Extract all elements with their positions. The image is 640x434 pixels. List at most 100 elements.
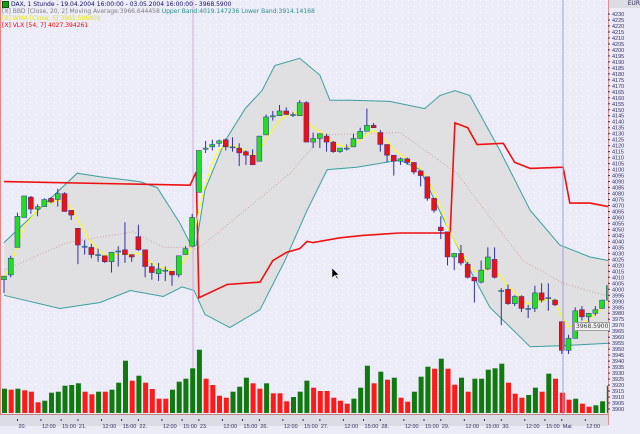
y-tick-label: 3900 <box>612 407 624 413</box>
candle-body <box>579 309 585 318</box>
volume-bar <box>472 378 478 413</box>
candle-body <box>7 257 14 276</box>
y-tick-label: 4040 <box>612 239 624 245</box>
candle-body <box>343 147 350 150</box>
y-tick-label: 3915 <box>612 389 624 395</box>
candle-body <box>236 147 242 154</box>
volume-bar <box>55 391 61 413</box>
y-tick-label: 4200 <box>612 48 624 54</box>
candlesticks <box>1 100 612 354</box>
volume-bar <box>237 386 243 413</box>
candle-body <box>498 290 505 292</box>
candle-body <box>532 292 538 309</box>
candle-body <box>303 102 310 143</box>
candle-body <box>21 195 27 218</box>
y-tick-label: 4065 <box>612 210 624 216</box>
volume-bar <box>264 383 270 413</box>
volume-bar <box>15 388 21 413</box>
volume-bar <box>223 397 229 413</box>
y-tick-label: 4160 <box>612 96 624 102</box>
candle-body <box>518 296 525 309</box>
candle-body <box>55 193 61 200</box>
candle-body <box>155 268 162 274</box>
volume-bar <box>317 391 323 413</box>
y-tick-label: 4125 <box>612 138 624 144</box>
volume-bar <box>331 397 337 413</box>
candle-body <box>323 135 330 143</box>
volume-bar <box>411 391 417 413</box>
band-fill <box>4 58 609 347</box>
candle-body <box>464 263 471 278</box>
candle-body <box>61 193 68 212</box>
candle-body <box>296 102 303 116</box>
y-tick-label: 4165 <box>612 90 624 96</box>
volume-bar <box>600 401 606 413</box>
volume-bar <box>492 368 498 413</box>
y-tick-label: 4145 <box>612 114 624 120</box>
volume-bar <box>512 393 518 413</box>
bbd-legend[interactable]: [X] BBD [Close, 20, 2] Moving Average:39… <box>2 8 315 15</box>
candle-body <box>290 114 296 116</box>
mouse-cursor-icon <box>332 268 340 280</box>
candle-body <box>48 198 54 203</box>
volume-bar <box>425 366 431 413</box>
candle-body <box>330 141 337 152</box>
volume-bar <box>143 382 149 413</box>
volume-bar <box>586 406 592 413</box>
candle-body <box>162 269 169 272</box>
y-tick-label: 3950 <box>612 347 624 353</box>
volume-bar <box>459 377 464 413</box>
candle-body <box>216 140 222 144</box>
volume-bar <box>532 387 538 413</box>
y-tick-label: 4055 <box>612 221 624 227</box>
candle-body <box>511 296 518 304</box>
vlx-legend[interactable]: [X] VLX [54, 7] 4027.394261 <box>2 22 89 29</box>
volume-bar <box>163 398 169 413</box>
candle-body <box>357 131 363 139</box>
price-axis[interactable] <box>608 0 640 425</box>
volume-bar <box>398 397 404 413</box>
y-tick-label: 4220 <box>612 24 624 30</box>
y-tick-label: 4170 <box>612 84 624 90</box>
candle-body <box>1 275 7 280</box>
volume-bar <box>170 389 175 413</box>
y-tick-label: 3975 <box>612 317 624 323</box>
volume-bar <box>506 382 511 413</box>
middle-band-line <box>3 131 609 297</box>
volume-bar <box>566 399 572 413</box>
y-tick-label: 3920 <box>612 383 624 389</box>
volume-bar <box>519 397 525 413</box>
volume-bar <box>196 349 202 413</box>
candle-body <box>115 250 121 253</box>
y-tick-label: 3940 <box>612 359 624 365</box>
volume-bar <box>69 385 75 413</box>
volume-bar <box>210 385 216 413</box>
candle-body <box>196 150 202 193</box>
y-tick-label: 4210 <box>612 36 624 42</box>
candle-body <box>189 217 195 247</box>
volume-bar <box>553 378 558 413</box>
y-tick-label: 3925 <box>612 377 624 383</box>
wma-legend[interactable]: [X] WMA [Close, 5] 3961.596800 <box>2 15 101 22</box>
y-tick-label: 4095 <box>612 174 624 180</box>
y-tick-label: 4100 <box>612 168 624 174</box>
time-axis[interactable]: 20. 12:00 15:00 21. 12:00 15:00 22. 12:00 15:00 2… <box>0 414 608 430</box>
volume-bar <box>123 360 128 413</box>
y-tick-label: 3990 <box>612 299 624 305</box>
candle-body <box>108 251 115 263</box>
volume-bar <box>156 398 162 413</box>
volume-bar <box>257 388 263 413</box>
volume-bar <box>277 393 283 413</box>
candle-body <box>41 199 48 207</box>
volume-bar <box>75 383 81 413</box>
candle-body <box>337 147 343 152</box>
volume-bar <box>304 380 310 413</box>
volume-bar <box>203 378 209 413</box>
price-chart[interactable] <box>0 0 640 425</box>
volume-bar <box>129 380 135 413</box>
y-tick-label: 4195 <box>612 54 624 60</box>
candle-body <box>95 254 101 256</box>
candle-body <box>370 125 377 128</box>
y-tick-label: 4140 <box>612 120 624 126</box>
volume-bar <box>183 378 189 413</box>
